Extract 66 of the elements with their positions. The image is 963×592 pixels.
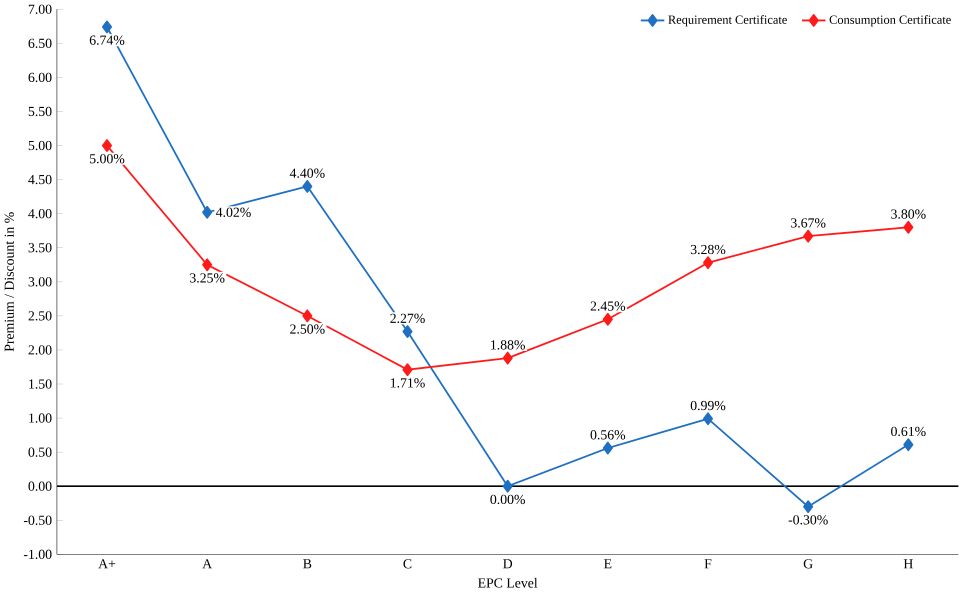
y-tick-label: 7.00 [28,4,52,14]
point [102,20,112,34]
data-label: 2.50% [290,324,325,334]
data-label: 0.00% [490,494,525,504]
y-axis-title: Premium / Discount in % [4,212,14,352]
data-label: 0.99% [690,400,726,410]
point [903,220,914,234]
legend-label: Consumption Certificate [830,14,951,26]
x-axis-title: EPC Level [478,578,538,588]
point [402,325,413,338]
data-label: 6.74% [90,35,124,45]
x-tick-label: B [303,559,312,568]
y-tick-label: -1.00 [24,550,52,559]
y-tick-label: 3.50 [28,242,52,252]
point [302,180,312,193]
data-label: 3.80% [891,209,926,219]
data-label: 4.40% [290,168,325,178]
point [302,309,312,322]
data-label: 2.27% [390,314,425,323]
data-label: 3.25% [190,273,224,283]
data-label: 2.45% [590,301,626,311]
x-tick-label: C [403,559,412,568]
data-label: 4.02% [216,208,251,217]
point [202,258,212,272]
y-tick-label: 0.00 [28,481,52,491]
y-tick-label: 0.50 [28,447,52,457]
x-tick-label: H [904,559,913,568]
point [602,312,613,326]
point [602,442,613,454]
point [702,412,714,426]
y-tick-label: 2.50 [28,311,52,320]
y-tick-label: 4.00 [28,208,52,218]
legend-label: Requirement Certificate [668,14,787,26]
point [803,500,814,513]
y-tick-label: 3.00 [28,277,52,286]
data-label: 5.00% [90,154,124,164]
point [903,438,914,451]
x-tick-label: E [604,559,612,568]
point [803,230,814,242]
x-tick-label: D [503,559,512,568]
point [102,139,112,152]
point [502,352,513,364]
y-tick-label: 1.50 [29,379,52,389]
y-tick-label: 6.00 [28,72,52,82]
point [402,363,413,376]
data-label: 3.28% [690,244,726,254]
y-tick-label: 2.00 [28,345,52,355]
x-tick-label: A [202,559,212,568]
y-tick-label: -0.50 [24,516,52,525]
data-label: 3.67% [791,218,826,228]
y-tick-label: 5.50 [28,106,52,116]
y-tick-label: 1.00 [29,413,52,423]
y-tick-label: 6.50 [28,38,52,48]
data-label: 1.71% [390,378,425,388]
data-label: 0.56% [590,430,626,440]
x-tick-label: F [704,559,712,568]
data-label: 1.88% [491,340,525,350]
point [502,480,513,493]
y-tick-label: 5.00 [28,140,52,150]
y-tick-label: 4.50 [28,174,52,184]
data-label: -0.30% [788,515,828,524]
point [702,256,714,270]
data-label: 0.61% [891,426,926,436]
x-tick-label: G [804,559,813,568]
point [202,206,212,219]
x-tick-label: A+ [98,559,116,568]
